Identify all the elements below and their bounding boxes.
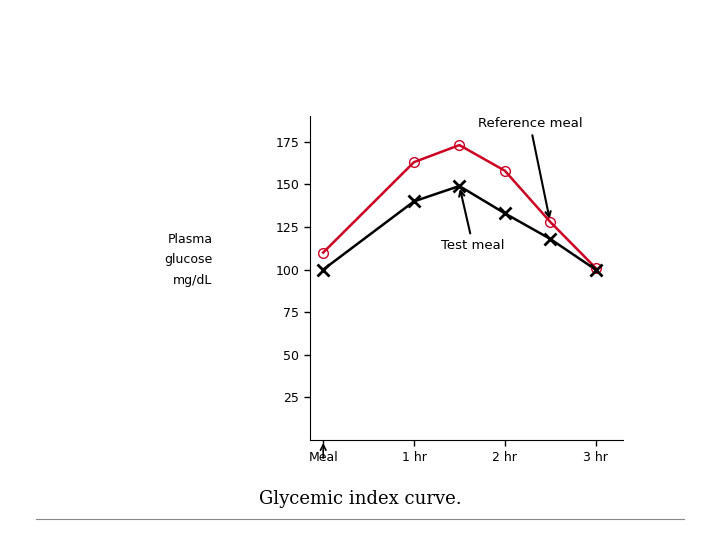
Text: mg/dL: mg/dL bbox=[173, 274, 212, 287]
Text: Test meal: Test meal bbox=[441, 191, 505, 252]
Text: Glycemic index curve.: Glycemic index curve. bbox=[258, 490, 462, 509]
Text: Reference meal: Reference meal bbox=[477, 117, 582, 217]
Text: Plasma: Plasma bbox=[167, 233, 212, 246]
Text: glucose: glucose bbox=[164, 253, 212, 266]
